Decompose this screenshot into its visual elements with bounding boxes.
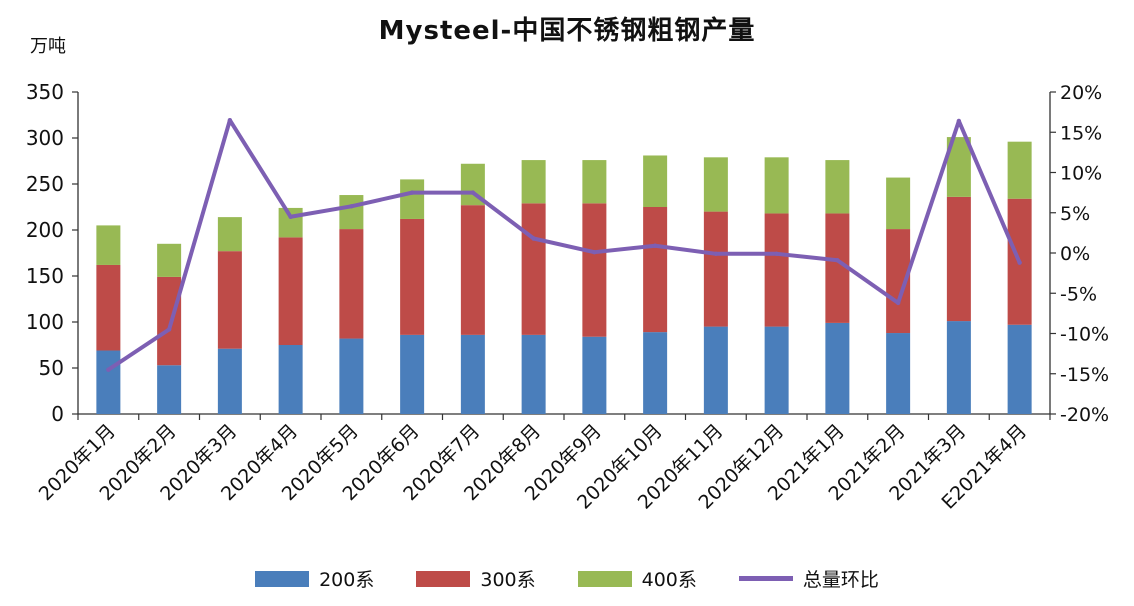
legend-item-200: 200系 — [255, 565, 374, 592]
bar-200-series — [400, 334, 425, 414]
line-total-mom-point — [956, 118, 962, 124]
bar-300-series — [946, 196, 971, 322]
bar-200-series — [825, 322, 850, 414]
bar-200-series — [1007, 324, 1032, 414]
bar-200-series — [764, 326, 789, 414]
bar-400-series — [643, 155, 668, 207]
legend-item-total-mom: 总量环比 — [738, 565, 879, 592]
bar-400-series — [886, 177, 911, 230]
bar-400-series — [582, 160, 607, 204]
left-axis-tick-label: 200 — [26, 218, 64, 242]
bar-300-series — [217, 251, 242, 349]
bar-400-series — [400, 179, 425, 219]
line-total-mom-point — [592, 249, 597, 255]
bar-200-series — [886, 333, 911, 414]
bar-300-series — [400, 218, 425, 335]
bar-200-series — [157, 365, 182, 414]
legend-label-400: 400系 — [641, 569, 697, 591]
right-axis-tick-label: -15% — [1060, 364, 1109, 386]
bar-400-series — [825, 160, 850, 214]
bar-400-series — [521, 160, 546, 204]
legend-swatch-300 — [416, 570, 471, 587]
right-axis-tick-label: 20% — [1060, 82, 1102, 104]
bar-300-series — [703, 211, 728, 327]
right-axis-tick-label: 15% — [1060, 122, 1102, 144]
legend-swatch-200 — [255, 570, 310, 587]
line-total-mom-point — [470, 190, 476, 195]
line-total-mom-point — [166, 327, 172, 332]
line-total-mom-point — [835, 258, 840, 263]
bar-400-series — [96, 225, 121, 265]
bar-200-series — [946, 321, 971, 414]
legend-item-400: 400系 — [577, 565, 697, 592]
bar-200-series — [460, 334, 485, 414]
bar-200-series — [643, 332, 668, 414]
bar-200-series — [278, 345, 303, 414]
bar-300-series — [764, 213, 789, 327]
left-axis-tick-label: 100 — [26, 310, 64, 334]
right-axis-tick-label: 0% — [1060, 243, 1090, 265]
bar-200-series — [339, 338, 364, 414]
bar-400-series — [764, 157, 789, 214]
line-total-mom-point — [1017, 260, 1022, 265]
left-axis-unit-label: 万吨 — [30, 36, 66, 57]
right-axis-tick-label: -10% — [1060, 324, 1109, 346]
bar-300-series — [643, 207, 668, 333]
bar-300-series — [339, 229, 364, 339]
legend-label-200: 200系 — [319, 569, 375, 591]
legend-label-300: 300系 — [480, 569, 536, 591]
bar-200-series — [96, 350, 121, 414]
bar-300-series — [460, 205, 485, 335]
bar-400-series — [278, 207, 303, 238]
left-axis-tick-label: 250 — [26, 172, 64, 196]
line-total-mom-point — [106, 367, 111, 372]
right-axis-tick-label: 10% — [1060, 163, 1102, 185]
line-total-mom-point — [652, 243, 658, 248]
bar-300-series — [96, 264, 121, 351]
bar-200-series — [703, 326, 728, 414]
bar-200-series — [582, 336, 607, 414]
legend-swatch-400 — [577, 570, 632, 587]
bar-400-series — [157, 243, 182, 277]
line-total-mom-point — [227, 117, 233, 123]
line-total-mom-point — [288, 214, 293, 219]
chart-title: Mysteel-中国不锈钢粗钢产量 — [378, 16, 756, 46]
bar-400-series — [217, 217, 242, 252]
line-total-mom-point — [409, 190, 415, 195]
line-total-mom-point — [713, 251, 719, 257]
legend-item-300: 300系 — [416, 565, 536, 592]
bar-300-series — [157, 276, 182, 366]
right-axis-tick-label: -20% — [1060, 404, 1109, 426]
line-total-mom-point — [895, 300, 901, 306]
bar-200-series — [521, 334, 546, 414]
chart-legend: 200系 300系 400系 总量环比 — [0, 565, 1134, 592]
left-axis-tick-label: 150 — [26, 264, 64, 288]
bar-300-series — [582, 203, 607, 337]
bar-400-series — [1007, 141, 1032, 199]
legend-swatch-total-mom — [738, 576, 793, 581]
right-axis-tick-label: -5% — [1060, 283, 1097, 305]
line-total-mom — [106, 118, 1022, 372]
bar-200-series — [217, 348, 242, 414]
right-axis-tick-label: 5% — [1060, 203, 1090, 225]
bar-300-series — [521, 203, 546, 335]
bar-400-series — [703, 157, 728, 212]
line-total-mom-point — [349, 204, 354, 209]
left-axis-tick-label: 300 — [26, 126, 64, 150]
left-axis-tick-label: 350 — [26, 80, 64, 104]
bar-400-series — [339, 195, 364, 230]
bar-300-series — [278, 237, 303, 345]
left-axis-tick-label: 50 — [39, 356, 64, 380]
legend-label-total-mom: 总量环比 — [802, 569, 879, 591]
line-total-mom-point — [774, 251, 779, 257]
left-axis-tick-label: 0 — [51, 402, 64, 426]
line-total-mom-point — [531, 236, 536, 241]
